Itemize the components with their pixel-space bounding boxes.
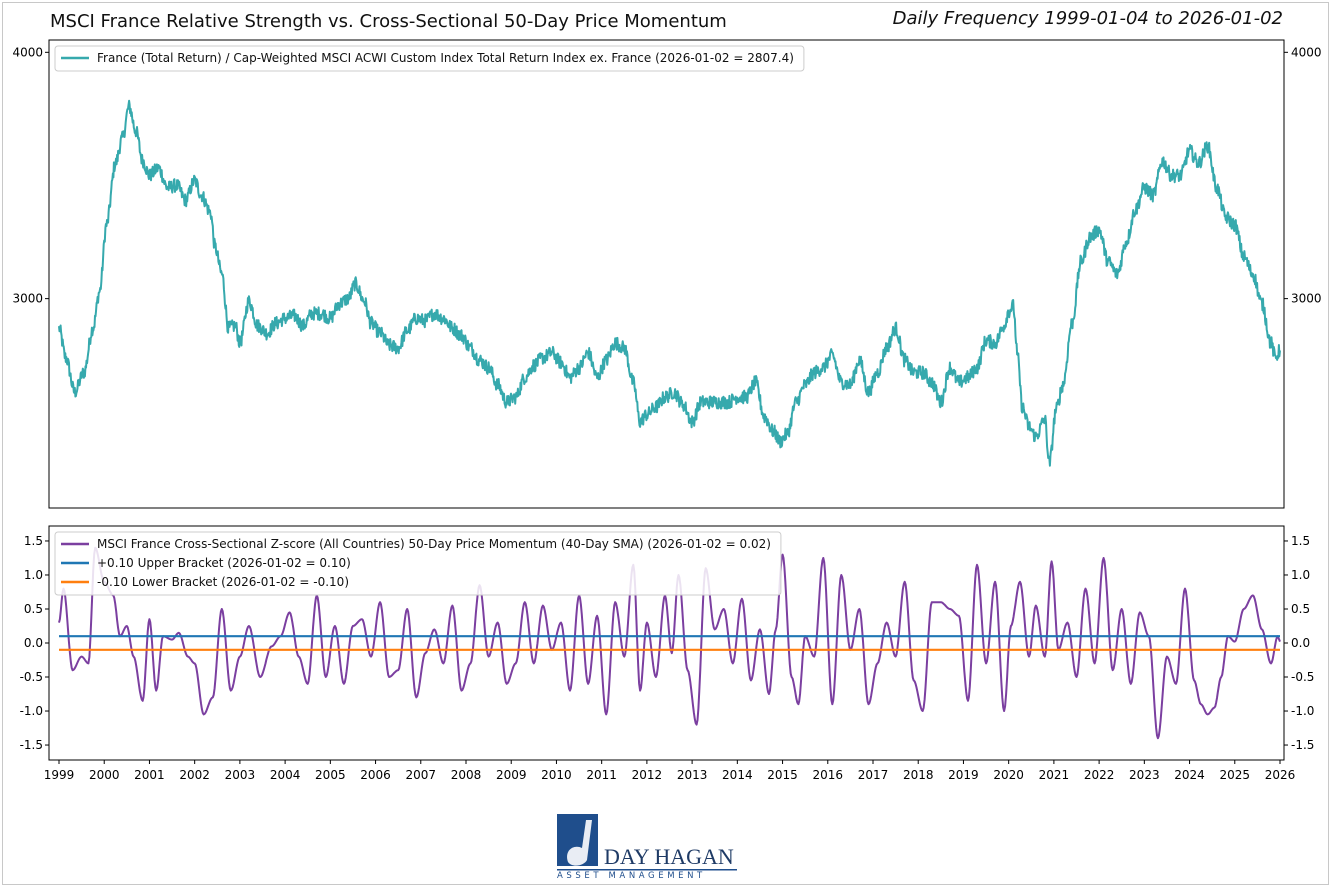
- legend-box: [54, 531, 782, 596]
- legend-box: [54, 45, 805, 72]
- x-tick-label: 2020: [993, 768, 1024, 782]
- legend-entry: MSCI France Cross-Sectional Z-score (All…: [97, 537, 771, 551]
- y-tick-label-right: -0.5: [1291, 670, 1314, 684]
- logo-tagline: ASSET MANAGEMENT: [557, 871, 706, 880]
- chart-subtitle: Daily Frequency 1999-01-04 to 2026-01-02: [892, 8, 1283, 29]
- y-tick-label-right: -1.5: [1291, 738, 1314, 752]
- legend-entry: +0.10 Upper Bracket (2026-01-02 = 0.10): [97, 556, 351, 570]
- x-tick-label: 2010: [541, 768, 572, 782]
- x-tick-label: 2005: [315, 768, 346, 782]
- y-tick-label-left: 0.5: [24, 602, 43, 616]
- x-tick-label: 2000: [89, 768, 120, 782]
- top-panel: 3000 3000 4000 4000 France (Total Return) / …: [12, 39, 1322, 509]
- x-tick-label: 2009: [496, 768, 527, 782]
- x-tick-label: 2007: [406, 768, 437, 782]
- y-tick-label-right: 1.5: [1291, 534, 1310, 548]
- chart-title: MSCI France Relative Strength vs. Cross-…: [50, 11, 727, 32]
- legend-entry: -0.10 Lower Bracket (2026-01-02 = -0.10): [97, 575, 349, 589]
- y-tick-label-left: 1.5: [24, 534, 43, 548]
- x-tick-label: 2014: [722, 768, 753, 782]
- x-tick-label: 1999: [44, 768, 75, 782]
- y-tick-label-left: 3000: [12, 292, 43, 306]
- x-tick-label: 2018: [903, 768, 934, 782]
- y-tick-label-right: 0.5: [1291, 602, 1310, 616]
- logo-rule: [557, 869, 737, 871]
- x-tick-label: 2025: [1220, 768, 1251, 782]
- day-hagan-logo: DAY HAGAN ASSET MANAGEMENT: [557, 814, 737, 880]
- legend-entry: France (Total Return) / Cap-Weighted MSC…: [97, 51, 794, 65]
- x-tick-label: 2019: [948, 768, 979, 782]
- series-line-0-0: [58, 99, 1281, 467]
- y-tick-label-right: 4000: [1291, 45, 1322, 59]
- x-tick-label: 2004: [270, 768, 301, 782]
- logo-name: DAY HAGAN: [604, 844, 734, 869]
- x-tick-label: 2003: [225, 768, 256, 782]
- x-tick-label: 2012: [632, 768, 663, 782]
- series-line-1-0: [58, 546, 1281, 740]
- y-tick-label-left: -0.5: [20, 670, 43, 684]
- plot-area-0: [48, 39, 1285, 509]
- x-tick-label: 2024: [1174, 768, 1205, 782]
- x-tick-label: 2011: [586, 768, 617, 782]
- x-tick-label: 2026: [1265, 768, 1296, 782]
- legend-1: MSCI France Cross-Sectional Z-score (All…: [54, 531, 782, 596]
- bottom-panel: 1.5 1.5 1.0 1.0 0.5 0.5 0.0 0.0 -0.5 -0.5 -1.0 -1.0…: [20, 525, 1314, 782]
- x-tick-label: 2017: [858, 768, 889, 782]
- x-tick-label: 2022: [1084, 768, 1115, 782]
- y-tick-label-left: 4000: [12, 45, 43, 59]
- y-tick-label-left: -1.0: [20, 704, 43, 718]
- x-tick-label: 2001: [134, 768, 165, 782]
- legend-0: France (Total Return) / Cap-Weighted MSC…: [54, 45, 805, 72]
- y-tick-label-right: 3000: [1291, 292, 1322, 306]
- y-tick-label-right: 0.0: [1291, 636, 1310, 650]
- y-tick-label-left: 0.0: [24, 636, 43, 650]
- y-tick-label-right: -1.0: [1291, 704, 1314, 718]
- x-tick-label: 2013: [677, 768, 708, 782]
- x-tick-label: 2015: [767, 768, 798, 782]
- logo-glyph: [567, 820, 592, 866]
- y-tick-label-right: 1.0: [1291, 568, 1310, 582]
- x-tick-label: 2023: [1129, 768, 1160, 782]
- x-tick-label: 2008: [451, 768, 482, 782]
- y-tick-label-left: 1.0: [24, 568, 43, 582]
- y-tick-label-left: -1.5: [20, 738, 43, 752]
- x-tick-label: 2006: [360, 768, 391, 782]
- x-tick-label: 2021: [1039, 768, 1070, 782]
- x-tick-label: 2002: [179, 768, 210, 782]
- x-tick-label: 2016: [813, 768, 844, 782]
